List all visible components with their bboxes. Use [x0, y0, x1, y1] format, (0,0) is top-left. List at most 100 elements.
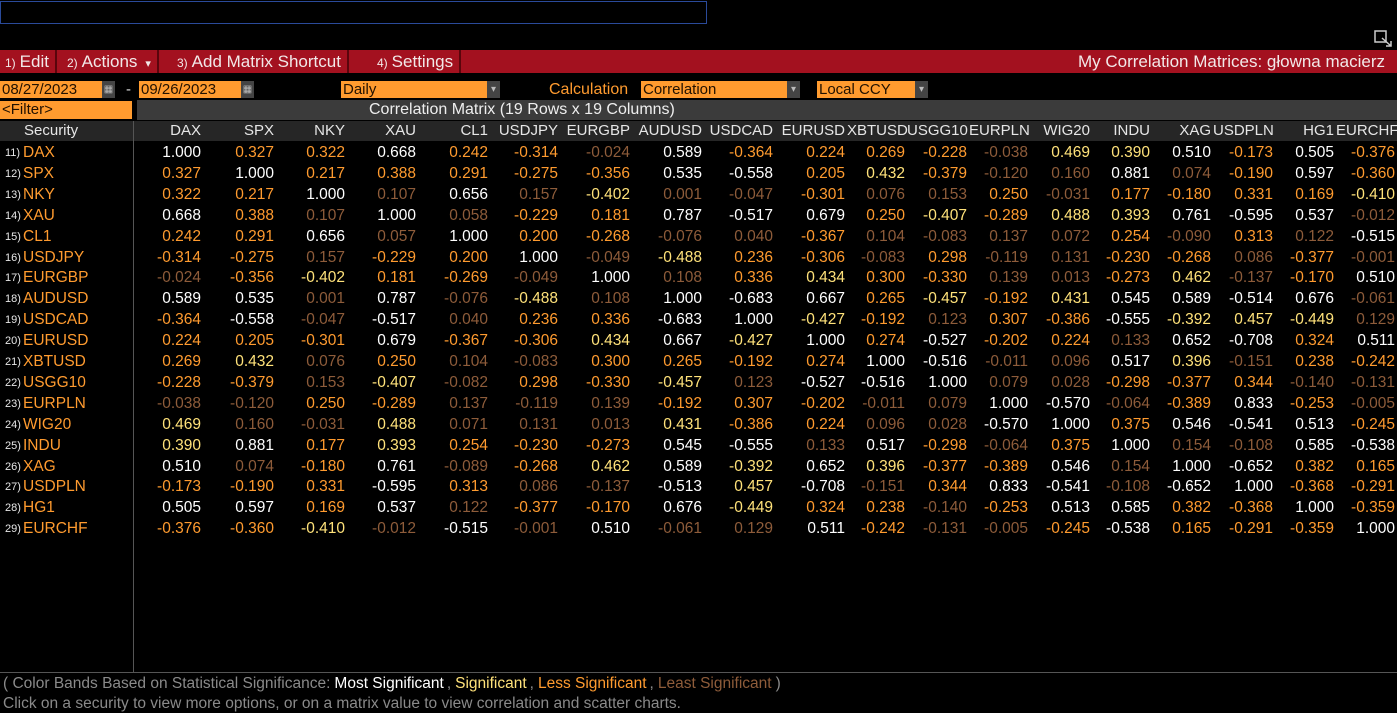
- correlation-cell[interactable]: 0.457: [1234, 311, 1273, 329]
- correlation-cell[interactable]: 0.040: [449, 311, 488, 329]
- correlation-cell[interactable]: 0.457: [734, 478, 773, 496]
- correlation-cell[interactable]: 0.242: [162, 227, 201, 245]
- correlation-cell[interactable]: -0.410: [301, 520, 345, 538]
- correlation-cell[interactable]: 0.137: [449, 394, 488, 412]
- correlation-cell[interactable]: -0.192: [861, 311, 905, 329]
- correlation-cell[interactable]: 0.160: [235, 415, 274, 433]
- correlation-cell[interactable]: 0.224: [1051, 332, 1090, 350]
- correlation-cell[interactable]: 0.079: [989, 373, 1028, 391]
- security-name[interactable]: XAG: [23, 457, 56, 475]
- security-name[interactable]: USGG10: [23, 373, 86, 391]
- correlation-cell[interactable]: 0.086: [519, 478, 558, 496]
- correlation-cell[interactable]: 0.122: [1295, 227, 1334, 245]
- correlation-cell[interactable]: 0.298: [519, 373, 558, 391]
- correlation-cell[interactable]: -0.275: [514, 164, 558, 182]
- correlation-cell[interactable]: 0.510: [162, 457, 201, 475]
- correlation-cell[interactable]: -0.228: [923, 144, 967, 161]
- correlation-cell[interactable]: -0.064: [1106, 394, 1150, 412]
- correlation-cell[interactable]: 0.181: [591, 206, 630, 224]
- correlation-cell[interactable]: -0.047: [301, 311, 345, 329]
- correlation-cell[interactable]: 0.238: [866, 499, 905, 517]
- correlation-cell[interactable]: -0.377: [1167, 373, 1211, 391]
- correlation-cell[interactable]: -0.538: [1106, 520, 1150, 538]
- correlation-cell[interactable]: 0.676: [663, 499, 702, 517]
- correlation-cell[interactable]: 0.269: [866, 144, 905, 161]
- correlation-cell[interactable]: 0.327: [162, 164, 201, 182]
- correlation-cell[interactable]: -0.516: [861, 373, 905, 391]
- correlation-cell[interactable]: 0.096: [1051, 353, 1090, 370]
- correlation-cell[interactable]: -0.083: [861, 248, 905, 266]
- correlation-cell[interactable]: 0.431: [1051, 290, 1090, 308]
- correlation-cell[interactable]: 0.589: [1172, 290, 1211, 308]
- correlation-cell[interactable]: -0.242: [1351, 353, 1395, 370]
- correlation-cell[interactable]: 1.000: [1295, 499, 1334, 517]
- correlation-cell[interactable]: 0.787: [663, 206, 702, 224]
- start-date[interactable]: 08/27/2023: [0, 81, 102, 98]
- column-header[interactable]: NKY: [314, 122, 345, 139]
- correlation-cell[interactable]: -0.005: [984, 520, 1028, 538]
- correlation-cell[interactable]: 0.462: [1172, 269, 1211, 287]
- correlation-cell[interactable]: 0.107: [306, 206, 345, 224]
- correlation-cell[interactable]: 0.058: [449, 206, 488, 224]
- correlation-cell[interactable]: 0.242: [449, 144, 488, 161]
- correlation-cell[interactable]: -0.011: [862, 394, 905, 412]
- correlation-cell[interactable]: -0.173: [157, 478, 201, 496]
- correlation-cell[interactable]: -0.301: [801, 185, 845, 203]
- correlation-cell[interactable]: 1.000: [1356, 520, 1395, 538]
- correlation-cell[interactable]: -0.683: [658, 311, 702, 329]
- security-name[interactable]: EURCHF: [23, 520, 88, 538]
- correlation-cell[interactable]: 0.238: [1295, 353, 1334, 370]
- correlation-cell[interactable]: -0.038: [984, 144, 1028, 161]
- correlation-cell[interactable]: 0.469: [162, 415, 201, 433]
- correlation-cell[interactable]: 0.535: [235, 290, 274, 308]
- correlation-cell[interactable]: 0.396: [1172, 353, 1211, 370]
- correlation-cell[interactable]: 0.165: [1172, 520, 1211, 538]
- correlation-cell[interactable]: -0.024: [157, 269, 201, 287]
- window-icon[interactable]: [1372, 28, 1394, 48]
- correlation-cell[interactable]: -0.269: [444, 269, 488, 287]
- column-header[interactable]: DAX: [170, 122, 201, 139]
- correlation-cell[interactable]: -0.083: [923, 227, 967, 245]
- correlation-cell[interactable]: -0.402: [301, 269, 345, 287]
- correlation-cell[interactable]: -0.268: [586, 227, 630, 245]
- correlation-cell[interactable]: -0.359: [1290, 520, 1334, 538]
- security-name[interactable]: INDU: [23, 436, 61, 454]
- correlation-cell[interactable]: -0.538: [1351, 436, 1395, 454]
- correlation-cell[interactable]: -0.356: [586, 164, 630, 182]
- correlation-cell[interactable]: -0.513: [658, 478, 702, 496]
- correlation-cell[interactable]: 0.040: [734, 227, 773, 245]
- correlation-cell[interactable]: -0.330: [586, 373, 630, 391]
- security-name[interactable]: XAU: [23, 206, 55, 224]
- correlation-cell[interactable]: 0.001: [663, 185, 702, 203]
- correlation-cell[interactable]: 0.881: [235, 436, 274, 454]
- correlation-cell[interactable]: -0.541: [1046, 478, 1090, 496]
- correlation-cell[interactable]: 0.001: [306, 290, 345, 308]
- correlation-cell[interactable]: 0.327: [235, 144, 274, 161]
- correlation-cell[interactable]: -0.368: [1290, 478, 1334, 496]
- correlation-cell[interactable]: 0.071: [449, 415, 488, 433]
- correlation-cell[interactable]: 0.129: [734, 520, 773, 538]
- correlation-cell[interactable]: -0.120: [230, 394, 274, 412]
- correlation-cell[interactable]: -0.076: [444, 290, 488, 308]
- correlation-cell[interactable]: -0.708: [801, 478, 845, 496]
- correlation-cell[interactable]: -0.364: [157, 311, 201, 329]
- correlation-cell[interactable]: 0.154: [1172, 436, 1211, 454]
- correlation-cell[interactable]: -0.173: [1229, 144, 1273, 161]
- correlation-cell[interactable]: 0.153: [928, 185, 967, 203]
- correlation-cell[interactable]: -0.031: [301, 415, 345, 433]
- correlation-cell[interactable]: -0.558: [729, 164, 773, 182]
- correlation-cell[interactable]: 0.656: [449, 185, 488, 203]
- correlation-cell[interactable]: 0.344: [928, 478, 967, 496]
- correlation-cell[interactable]: -0.119: [985, 248, 1028, 266]
- correlation-cell[interactable]: 0.057: [377, 227, 416, 245]
- correlation-cell[interactable]: -0.131: [1351, 373, 1395, 391]
- correlation-cell[interactable]: -0.151: [1229, 353, 1273, 370]
- correlation-cell[interactable]: 0.224: [806, 415, 845, 433]
- correlation-cell[interactable]: 0.137: [989, 227, 1028, 245]
- correlation-cell[interactable]: 1.000: [928, 373, 967, 391]
- correlation-cell[interactable]: 1.000: [235, 164, 274, 182]
- correlation-cell[interactable]: -0.514: [1229, 290, 1273, 308]
- security-name[interactable]: EURUSD: [23, 332, 89, 350]
- correlation-cell[interactable]: 0.254: [449, 436, 488, 454]
- correlation-cell[interactable]: -0.558: [230, 311, 274, 329]
